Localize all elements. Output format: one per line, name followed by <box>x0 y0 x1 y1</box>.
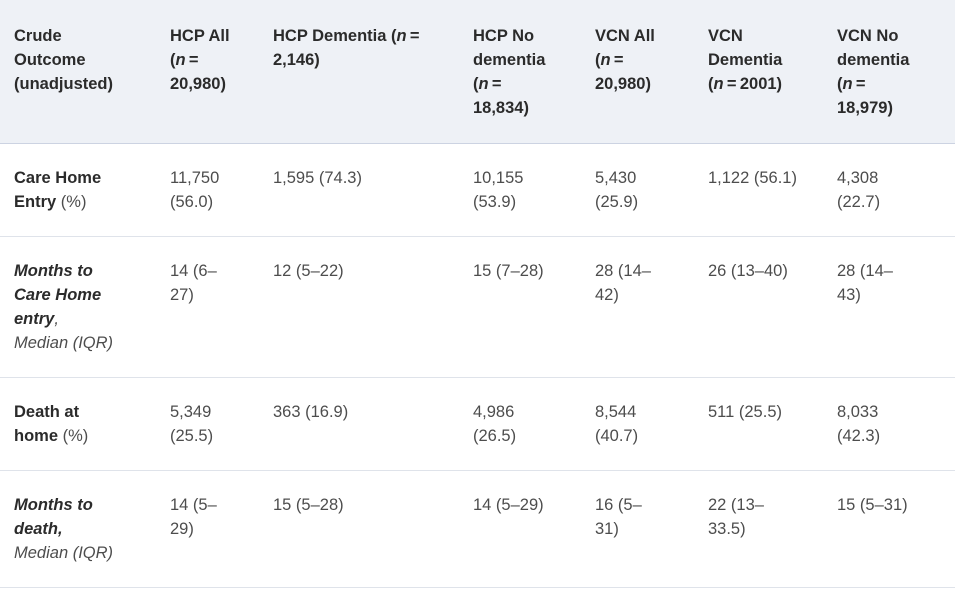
row-label-subtext: Median (IQR) <box>14 334 114 352</box>
column-header-text: = 18,979) <box>837 75 893 117</box>
column-header-text: = 2001) <box>723 75 783 93</box>
cell-value: 4,986 (26.5) <box>473 403 517 445</box>
column-header-n: n <box>396 27 407 45</box>
cell-value: 12 (5–22) <box>273 262 344 280</box>
cell-value: 1,595 (74.3) <box>273 169 362 187</box>
cell-value: 8,544 (40.7) <box>595 403 639 445</box>
column-header-text: = 2,146) <box>273 27 423 69</box>
header-row: Crude Outcome (unadjusted) HCP All (n = … <box>0 0 955 144</box>
cell-value: 11,750 (56.0) <box>170 169 220 211</box>
column-header-hcp-no-dementia: HCP No dementia (n = 18,834) <box>459 0 581 144</box>
cell-value: 15 (7–28) <box>473 262 544 280</box>
column-header-hcp-dementia: HCP Dementia (n = 2,146) <box>259 0 459 144</box>
cell-value: 16 (5–31) <box>595 496 642 538</box>
row-label-death-at-home: Death at home (%) <box>0 378 156 471</box>
table-row-death-at-home: Death at home (%) 5,349 (25.5) 363 (16.9… <box>0 378 955 471</box>
column-header-text: HCP All ( <box>170 27 230 69</box>
row-label-suffix: , <box>54 310 59 328</box>
cell-value: 28 (14–42) <box>595 262 651 304</box>
column-header-n: n <box>478 75 489 93</box>
cell-value: 14 (5–29) <box>170 496 217 538</box>
cell-value: 22 (13–33.5) <box>708 496 764 538</box>
cell-value: 4,308 (22.7) <box>837 169 881 211</box>
cell-value: 15 (5–31) <box>837 496 908 514</box>
row-label-text: Months to death, <box>14 496 93 538</box>
table-row-care-home-entry: Care Home Entry (%) 11,750 (56.0) 1,595 … <box>0 144 955 237</box>
row-label-text: Care Home Entry <box>14 169 102 211</box>
cell-value: 10,155 (53.9) <box>473 169 524 211</box>
cell-value: 511 (25.5) <box>708 403 782 421</box>
row-label-suffix: (%) <box>58 427 89 445</box>
cell-value: 14 (6–27) <box>170 262 217 304</box>
row-label-text: Months to Care Home entry <box>14 262 102 328</box>
row-label-text: Death at home <box>14 403 80 445</box>
cell-value: 15 (5–28) <box>273 496 344 514</box>
table-row-months-to-care-home-entry: Months to Care Home entry, Median (IQR) 1… <box>0 237 955 378</box>
column-header-text: = 20,980) <box>595 51 651 93</box>
column-header-n: n <box>600 51 611 69</box>
column-header-hcp-all: HCP All (n = 20,980) <box>156 0 259 144</box>
column-header-text: VCN All ( <box>595 27 655 69</box>
row-label-care-home-entry: Care Home Entry (%) <box>0 144 156 237</box>
column-header-text: HCP Dementia ( <box>273 27 397 45</box>
column-header-vcn-all: VCN All (n = 20,980) <box>581 0 694 144</box>
column-header-vcn-dementia: VCN Dementia (n = 2001) <box>694 0 823 144</box>
column-header-text: = 18,834) <box>473 75 529 117</box>
cell-value: 363 (16.9) <box>273 403 349 421</box>
column-header-vcn-no-dementia: VCN No dementia (n = 18,979) <box>823 0 955 144</box>
cell-value: 8,033 (42.3) <box>837 403 881 445</box>
column-header-n: n <box>713 75 724 93</box>
column-header-outcome: Crude Outcome (unadjusted) <box>0 0 156 144</box>
column-header-n: n <box>175 51 186 69</box>
column-header-text: = 20,980) <box>170 51 226 93</box>
cell-value: 14 (5–29) <box>473 496 544 514</box>
row-label-subtext: Median (IQR) <box>14 544 114 562</box>
cell-value: 26 (13–40) <box>708 262 788 280</box>
row-label-suffix: (%) <box>56 193 87 211</box>
table-row-months-to-death: Months to death, Median (IQR) 14 (5–29) 1… <box>0 471 955 588</box>
row-label-months-to-care-home-entry: Months to Care Home entry, Median (IQR) <box>0 237 156 378</box>
cell-value: 1,122 (56.1) <box>708 169 797 187</box>
column-header-text: VCN Dementia ( <box>708 27 783 93</box>
column-header-text: HCP No dementia ( <box>473 27 546 93</box>
column-header-text: Crude Outcome (unadjusted) <box>14 27 113 93</box>
column-header-text: VCN No dementia ( <box>837 27 910 93</box>
cell-value: 5,430 (25.9) <box>595 169 639 211</box>
cell-value: 28 (14–43) <box>837 262 893 304</box>
column-header-n: n <box>842 75 853 93</box>
cell-value: 5,349 (25.5) <box>170 403 214 445</box>
row-label-months-to-death: Months to death, Median (IQR) <box>0 471 156 588</box>
